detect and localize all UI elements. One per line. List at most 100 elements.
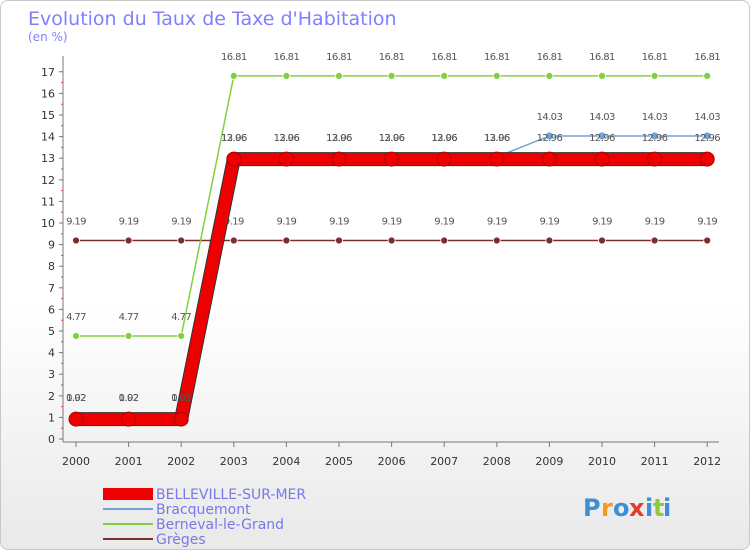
series-1-point — [489, 151, 505, 167]
series-3-point — [492, 72, 501, 80]
logo-letter: o — [613, 494, 630, 522]
data-label: 1.02 — [171, 393, 191, 404]
x-tick-label: 2010 — [588, 455, 616, 468]
series-1-point — [226, 151, 242, 167]
y-tick-label: 0 — [48, 433, 55, 446]
series-1-point — [278, 151, 294, 167]
series-2-point — [650, 131, 659, 141]
y-tick-label: 13 — [41, 152, 55, 165]
data-label: 9.19 — [276, 216, 296, 227]
data-label: 16.81 — [221, 52, 247, 63]
data-label: 12.96 — [221, 133, 247, 144]
series-4-point — [492, 236, 501, 245]
series-2-point — [597, 131, 607, 141]
data-label: 16.81 — [484, 52, 510, 63]
x-tick-label: 2008 — [483, 455, 511, 468]
series-4-point — [282, 236, 291, 245]
series-4-point — [440, 236, 449, 245]
chart-title: Evolution du Taux de Taxe d'Habitation — [28, 8, 397, 30]
series-4-point — [703, 236, 712, 245]
data-label: 9.19 — [697, 216, 717, 227]
data-label: 13.06 — [326, 133, 352, 144]
data-label: 1.02 — [119, 393, 139, 404]
data-label: 14.03 — [589, 112, 615, 123]
y-tick-label: 1 — [48, 411, 55, 424]
data-label: 12.96 — [431, 133, 457, 144]
data-label: 16.81 — [431, 52, 457, 63]
data-label: 14.03 — [694, 112, 720, 123]
x-tick-label: 2007 — [430, 455, 458, 468]
series-3-point — [703, 72, 712, 80]
data-label: 9.19 — [66, 216, 86, 227]
y-tick-label: 7 — [48, 282, 55, 295]
x-tick-label: 2002 — [167, 455, 195, 468]
series-3-point — [598, 72, 606, 80]
y-axis-unit: (en %) — [28, 30, 68, 44]
data-label: 13.06 — [274, 133, 300, 144]
data-label: 0.92 — [171, 393, 191, 404]
y-tick-label: 11 — [41, 195, 55, 208]
x-tick-label: 2001 — [115, 455, 143, 468]
legend-label: Berneval-le-Grand — [156, 517, 284, 533]
legend: BELLEVILLE-SUR-MERBracquemontBerneval-le… — [103, 487, 306, 548]
series-4-point — [545, 236, 554, 245]
data-label: 16.81 — [589, 52, 615, 63]
series-3-point — [387, 72, 396, 80]
data-label: 9.19 — [592, 216, 612, 227]
data-label: 9.19 — [645, 216, 665, 227]
y-tick-label: 2 — [48, 390, 55, 403]
data-label: 13.06 — [379, 133, 405, 144]
logo-letter: P — [583, 494, 601, 522]
series-4-point — [124, 236, 133, 245]
data-label: 12.96 — [274, 133, 300, 144]
data-label: 9.19 — [539, 216, 559, 227]
data-label: 16.81 — [642, 52, 668, 63]
data-label: 9.19 — [329, 216, 349, 227]
logo-letter: i — [663, 494, 671, 522]
series-4-point — [387, 236, 396, 245]
data-label: 0.92 — [119, 393, 139, 404]
data-label: 16.81 — [537, 52, 563, 63]
y-tick-label: 9 — [48, 239, 55, 252]
series-3-point — [229, 72, 238, 80]
y-tick-label: 4 — [48, 347, 55, 360]
series-4-point — [229, 236, 238, 245]
x-tick-label: 2005 — [325, 455, 353, 468]
data-label: 14.03 — [537, 112, 563, 123]
legend-label: Grèges — [156, 532, 206, 548]
x-tick-label: 2003 — [220, 455, 248, 468]
series-4-point — [335, 236, 343, 245]
logo-letter: x — [629, 494, 645, 522]
series-line-shadow — [76, 152, 708, 427]
y-tick-label: 5 — [48, 325, 55, 338]
data-label: 4.77 — [66, 312, 86, 323]
series-4-point — [72, 236, 80, 245]
series-3-point — [440, 72, 449, 80]
series-1-point — [121, 411, 137, 427]
series-line-2 — [76, 135, 708, 418]
data-label: 9.19 — [382, 216, 402, 227]
data-label: 4.77 — [171, 312, 191, 323]
data-label: 1.02 — [66, 393, 86, 404]
series-4-point — [177, 236, 186, 245]
series-1-point — [331, 151, 347, 167]
series-1-point — [436, 151, 452, 167]
logo-letter: r — [601, 494, 613, 522]
data-label: 16.81 — [694, 52, 720, 63]
x-tick-label: 2011 — [641, 455, 669, 468]
data-labels-layer: 0.92 0.92 0.92 12.96 12.96 12.96 12.96 12.96 12.… — [66, 52, 721, 404]
series-3-point — [177, 332, 186, 340]
data-label: 9.19 — [224, 216, 244, 227]
y-tick-label: 15 — [41, 109, 55, 122]
data-label: 12.96 — [589, 133, 615, 144]
legend-label: BELLEVILLE-SUR-MER — [156, 487, 306, 503]
data-label: 12.96 — [326, 133, 352, 144]
series-3-point — [650, 72, 659, 80]
x-axis-ticks: 2000 2001 2002 2003 2004 2005 2006 2007 2008 2009… — [62, 442, 721, 468]
y-tick-label: 8 — [48, 260, 55, 273]
data-label: 9.19 — [487, 216, 507, 227]
